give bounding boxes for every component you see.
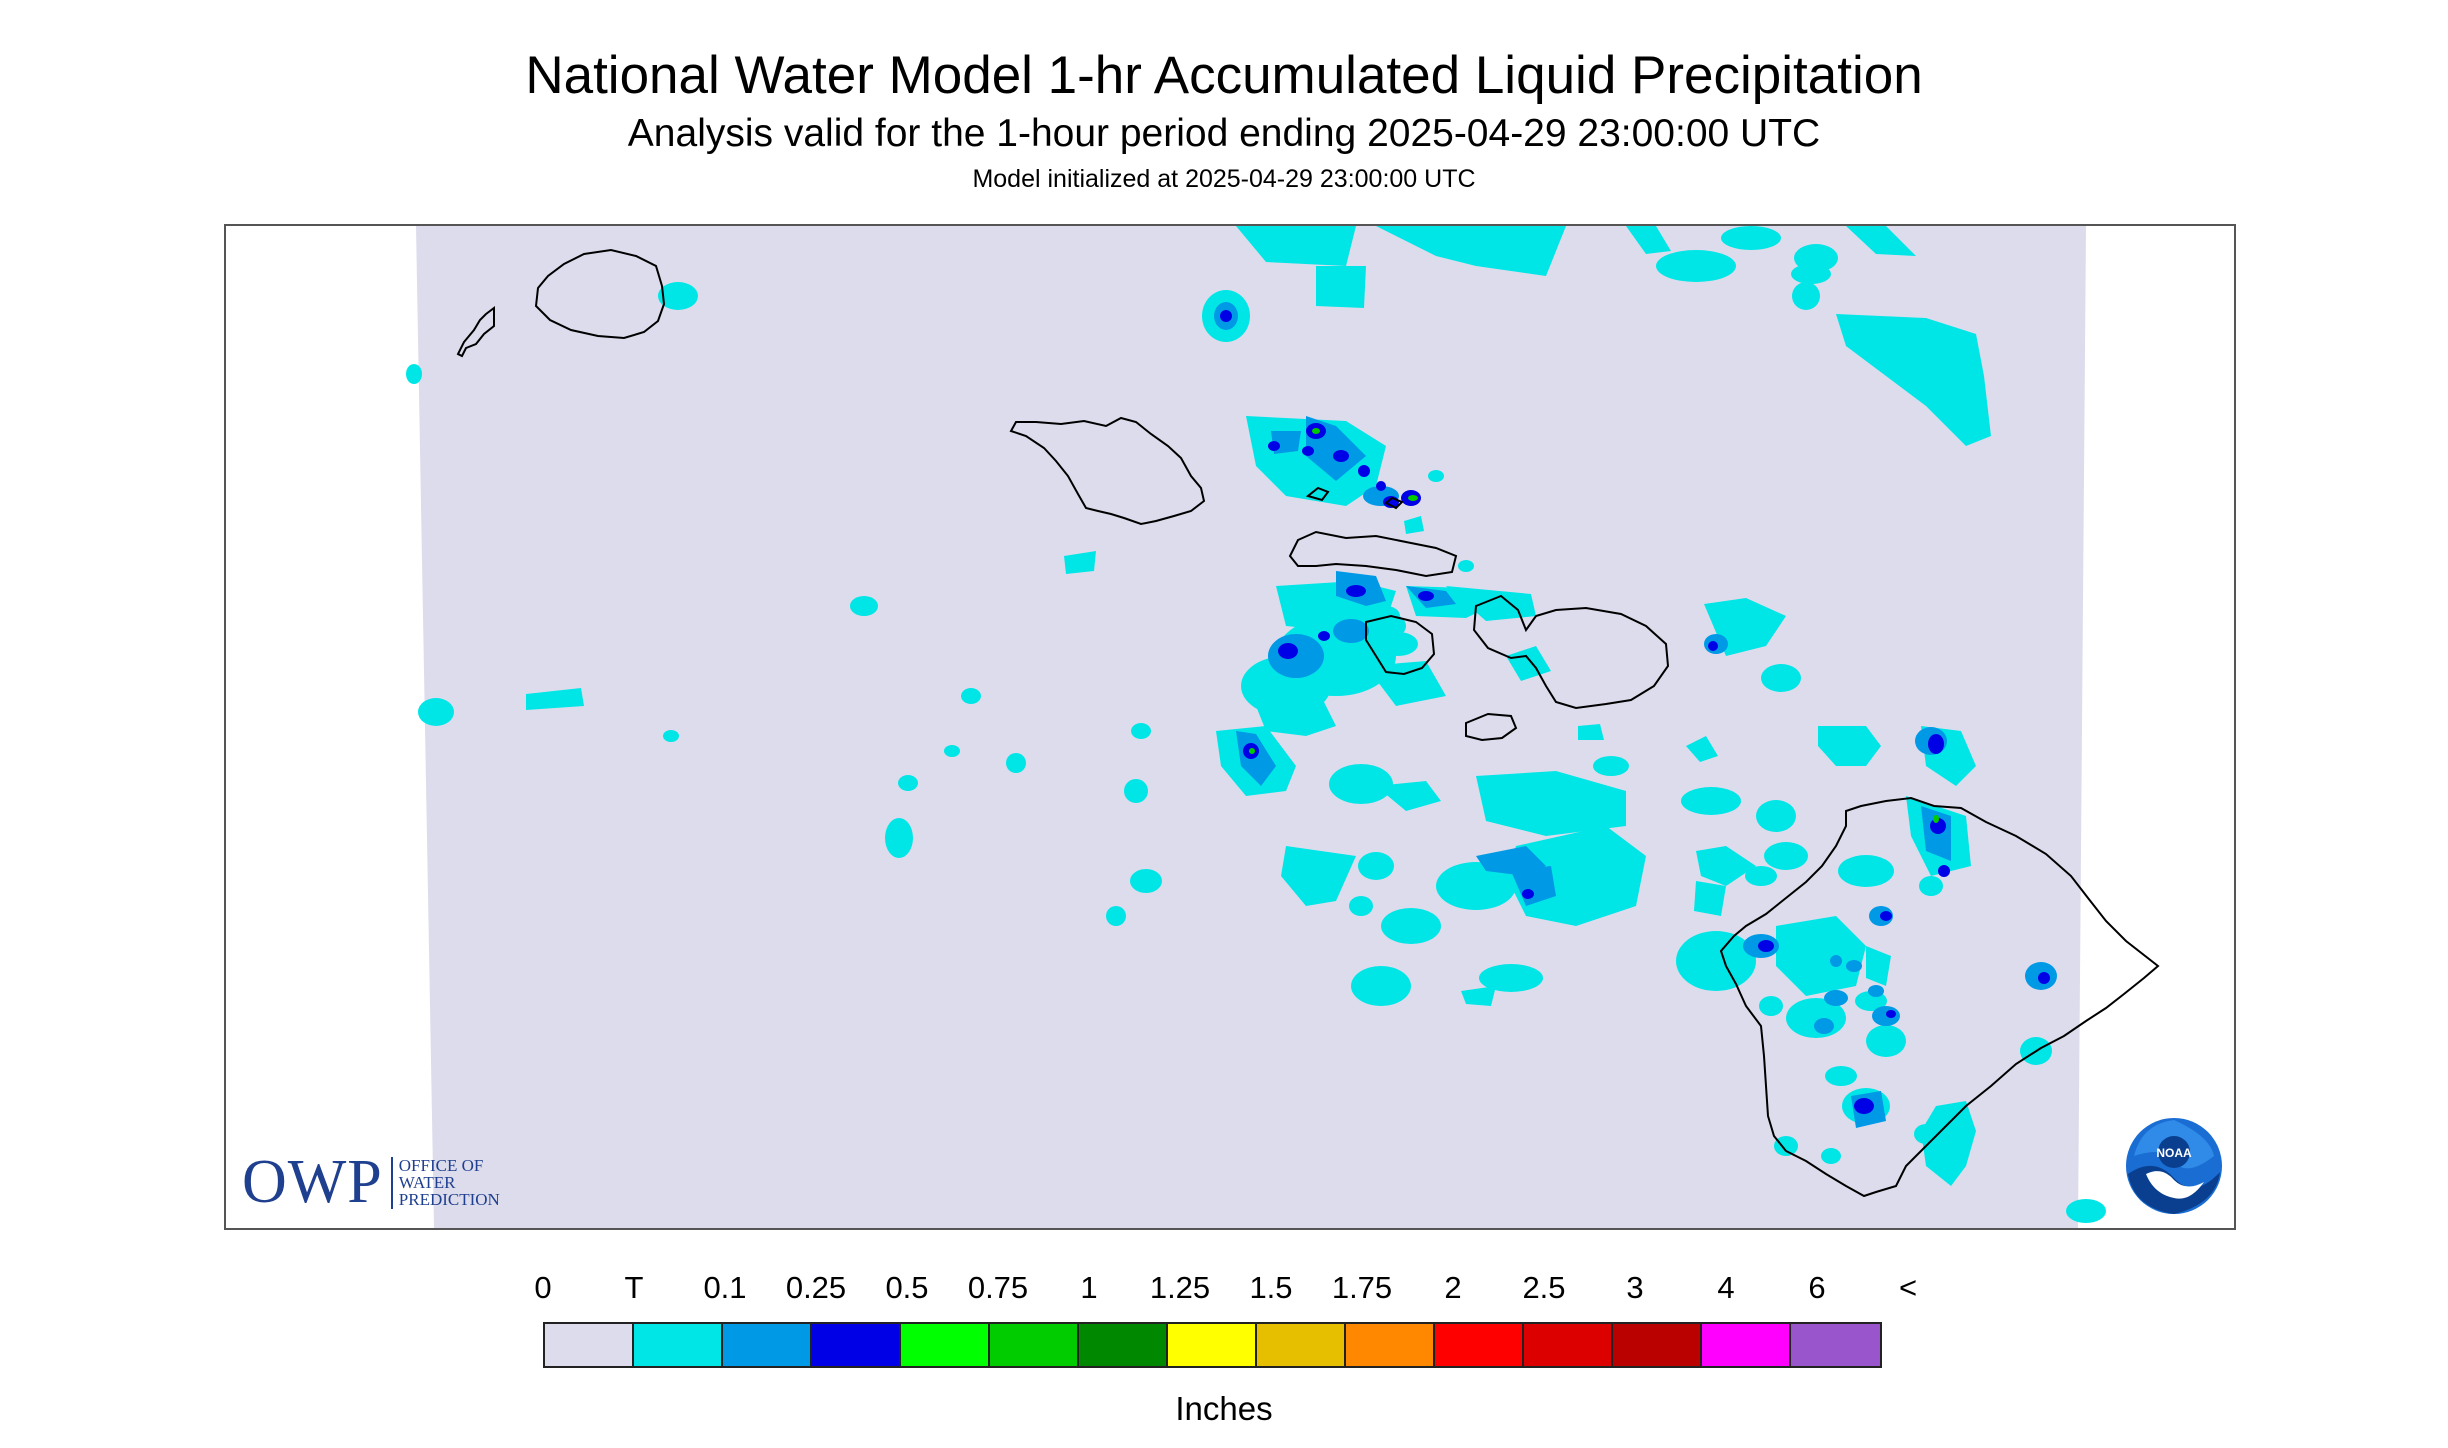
legend-swatch-12 [1613,1324,1702,1366]
legend-label-8: 1.5 [1249,1270,1293,1305]
legend-swatch-2 [723,1324,812,1366]
precip-moderate-areas [1220,310,2050,1114]
coast-niihau [456,306,495,358]
coast-maui [1472,594,1670,710]
owp-logo-separator [390,1156,393,1209]
legend-label-11: 2.5 [1522,1270,1566,1305]
legend-swatch-0 [545,1324,634,1366]
legend-label-2: 0.1 [703,1270,747,1305]
coast-molokai [1288,530,1458,578]
coast-lanai [1365,614,1436,676]
chart-title: National Water Model 1-hr Accumulated Li… [525,46,1923,105]
legend-label-3: 0.25 [785,1270,847,1305]
coast-kahoolawe [1465,712,1518,742]
legend-label-14: 6 [1808,1270,1826,1305]
owp-logo-line3: PREDICTION [398,1190,500,1209]
legend-swatch-10 [1435,1324,1524,1366]
legend-label-1: T [624,1270,644,1305]
legend-label-4: 0.5 [885,1270,929,1305]
map-canvas [406,226,2160,1228]
owp-logo-text: OFFICE OF WATER PREDICTION [399,1157,500,1208]
legend-label-0: 0 [534,1270,552,1305]
owp-logo-line2: WATER [398,1173,456,1192]
legend-colorbar [543,1322,1882,1368]
legend-label-13: 4 [1717,1270,1735,1305]
legend-units: Inches [1175,1390,1273,1427]
model-init-text: Model initialized at 2025-04-29 23:00:00… [972,165,1476,193]
legend-swatch-14 [1791,1324,1880,1366]
legend-swatch-1 [634,1324,723,1366]
owp-logo-line1: OFFICE OF [398,1156,484,1175]
noaa-logo-text: NOAA [2156,1146,2192,1160]
legend-label-7: 1.25 [1149,1270,1211,1305]
legend-swatch-5 [990,1324,1079,1366]
noaa-logo: NOAA [2126,1118,2222,1214]
legend-swatch-9 [1346,1324,1435,1366]
legend-swatch-4 [901,1324,990,1366]
model-domain [416,226,2086,1228]
legend-label-5: 0.75 [967,1270,1029,1305]
legend-swatch-11 [1524,1324,1613,1366]
legend-label-6: 1 [1080,1270,1098,1305]
legend-label-10: 2 [1444,1270,1462,1305]
legend-swatch-8 [1257,1324,1346,1366]
legend-label-15: < [1898,1270,1918,1305]
legend-swatch-6 [1079,1324,1168,1366]
coast-hawaii [1719,796,2160,1198]
legend-swatch-13 [1702,1324,1791,1366]
owp-logo: OWP OFFICE OF WATER PREDICTION [242,1147,500,1218]
chart-subtitle: Analysis valid for the 1-hour period end… [627,112,1821,155]
coastlines [456,248,2160,1198]
legend-label-12: 3 [1626,1270,1644,1305]
legend-label-9: 1.75 [1331,1270,1393,1305]
coast-oahu [1009,416,1206,526]
legend-swatch-3 [812,1324,901,1366]
legend-swatch-7 [1168,1324,1257,1366]
legend-labels: 0 T 0.1 0.25 0.5 0.75 1 1.25 1.5 1.75 2 2.5 3 4 6 < [498,1270,1928,1310]
precipitation-map: OWP OFFICE OF WATER PREDICTION NOAA [224,224,2236,1230]
coast-kauai [534,248,666,340]
owp-logo-letters: OWP [242,1148,383,1216]
precip-heavy-areas [1249,428,1939,823]
